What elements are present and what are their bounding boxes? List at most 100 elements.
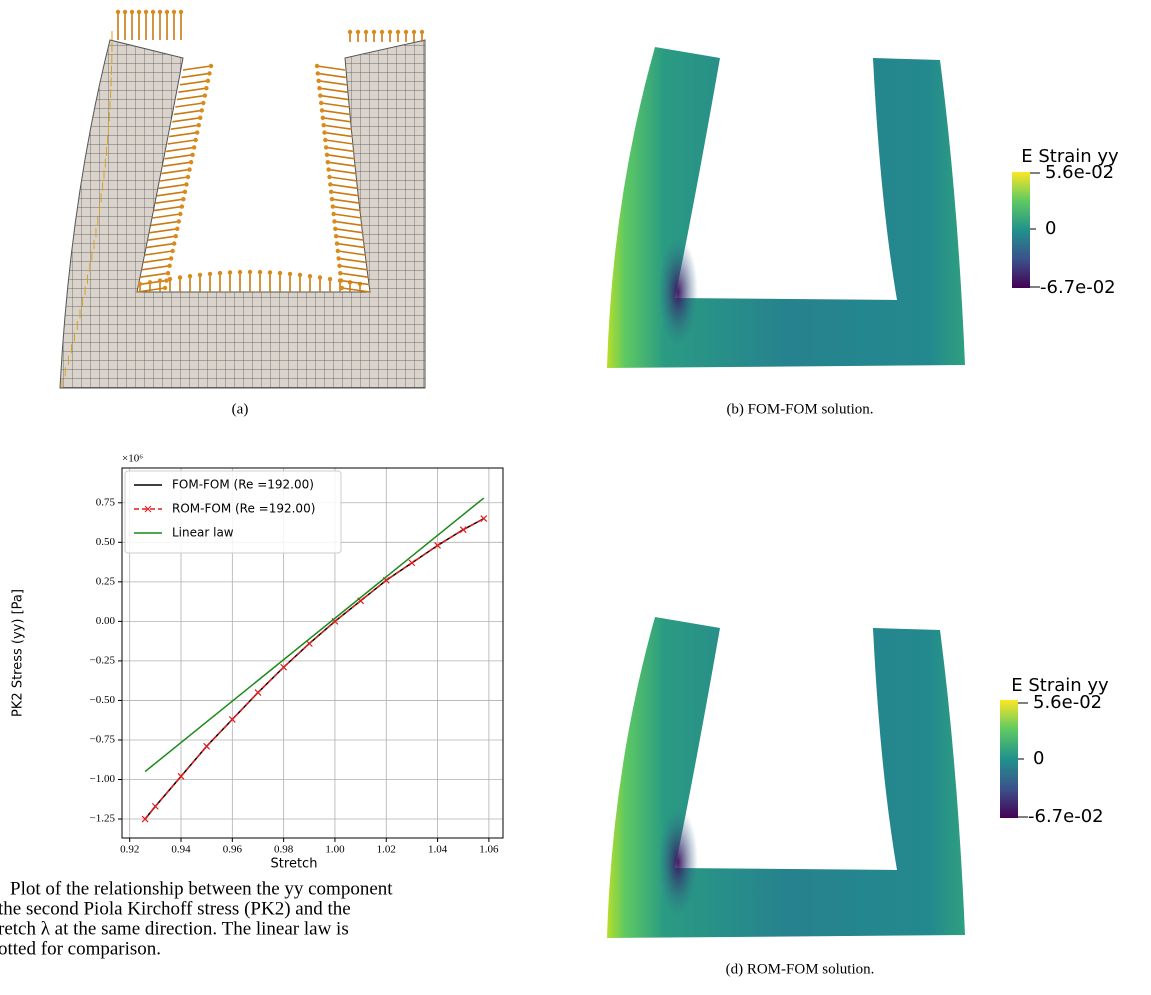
load-arrow-head: [338, 271, 343, 276]
load-arrow-head: [168, 256, 174, 261]
load-arrow: [324, 131, 353, 138]
load-arrow-head: [339, 285, 345, 291]
load-arrow-head: [175, 226, 180, 231]
load-arrow: [167, 139, 196, 145]
x-tick-label: 1.02: [377, 844, 396, 856]
load-arrow-head: [338, 278, 344, 283]
load-arrow-head: [333, 226, 338, 231]
load-arrow-head: [332, 219, 337, 224]
load-arrow: [331, 198, 361, 204]
load-arrow-head: [115, 9, 121, 15]
load-arrow-head: [419, 29, 425, 35]
caption: (d) ROM-FOM solution.: [726, 961, 875, 977]
load-arrow-head: [330, 204, 336, 209]
load-arrow: [337, 250, 366, 256]
load-arrow: [158, 183, 187, 190]
marker: [141, 815, 149, 823]
load-arrow-head: [191, 145, 197, 150]
x-tick-label: 1.04: [428, 844, 448, 856]
load-arrow-head: [336, 256, 341, 261]
y-tick-label: −1.25: [90, 813, 116, 825]
marker: [151, 802, 159, 810]
load-arrow: [150, 220, 179, 227]
load-arrow-head: [165, 271, 171, 276]
load-arrow-head: [201, 100, 206, 106]
load-arrow-head: [162, 285, 168, 291]
load-arrow: [341, 287, 371, 293]
load-arrow: [330, 183, 359, 190]
marker: [280, 663, 288, 671]
load-arrow-head: [371, 29, 377, 35]
load-arrow-head: [329, 197, 335, 202]
load-arrow-head: [184, 182, 189, 187]
load-arrow: [333, 213, 362, 219]
marker: [459, 526, 467, 534]
load-arrow-head: [237, 269, 243, 275]
load-arrow-head: [150, 9, 156, 15]
load-arrow-head: [335, 248, 341, 254]
caption: (a): [232, 401, 249, 417]
load-arrow-head: [143, 9, 149, 15]
load-arrow: [336, 242, 366, 249]
load-arrow: [138, 279, 167, 286]
load-arrow-head: [287, 271, 293, 277]
load-arrow-head: [318, 93, 323, 98]
load-arrow: [182, 65, 212, 71]
load-arrow-head: [323, 137, 328, 143]
load-arrow-head: [217, 270, 223, 276]
colorbar-ticks: [1018, 702, 1028, 818]
load-arrow-head: [328, 189, 334, 194]
load-arrow-head: [122, 9, 128, 15]
colorbar: [1012, 172, 1030, 288]
y-offset-label: ×10⁶: [122, 453, 143, 465]
load-arrow-head: [170, 248, 175, 254]
marker: [177, 772, 185, 780]
load-arrow-head: [129, 9, 135, 15]
load-arrow-head: [157, 9, 163, 15]
y-axis-label: PK2 Stress (yy) [Pa]: [11, 589, 26, 717]
load-arrow: [161, 168, 190, 175]
load-arrow-head: [328, 182, 333, 187]
colorbar-label: -6.7e-02: [1028, 806, 1104, 827]
strain-shape: [607, 47, 965, 368]
load-arrow-head: [324, 152, 330, 157]
load-arrow-head: [187, 167, 192, 172]
load-arrow-head: [207, 271, 213, 277]
load-arrow: [341, 279, 370, 286]
load-arrow-head: [202, 93, 208, 98]
legend-marker: [144, 505, 152, 513]
load-arrow-head: [176, 219, 181, 224]
x-tick-label: 0.96: [223, 844, 243, 856]
load-arrow-head: [171, 9, 177, 15]
load-arrow: [155, 198, 184, 204]
load-arrow: [318, 80, 347, 86]
x-tick-label: 0.92: [120, 844, 139, 856]
load-arrow: [327, 161, 356, 167]
marker: [203, 742, 211, 750]
y-tick-label: 0.75: [96, 496, 116, 508]
load-arrow: [178, 87, 207, 93]
strain-field: [607, 617, 965, 938]
load-arrow-head: [355, 29, 361, 35]
load-arrow-head: [208, 63, 214, 69]
load-arrow-head: [190, 152, 195, 157]
load-arrow-head: [317, 275, 323, 280]
load-arrow-head: [267, 270, 273, 275]
marker: [408, 559, 416, 567]
y-tick-label: 0.50: [96, 536, 116, 548]
load-arrow-head: [207, 71, 212, 76]
strain-field: [607, 47, 965, 368]
marker: [434, 542, 442, 549]
load-arrow: [173, 109, 202, 116]
marker: [228, 715, 236, 723]
load-arrow-head: [363, 29, 369, 35]
load-arrow-head: [199, 108, 204, 113]
load-arrow: [325, 139, 354, 145]
load-arrow: [166, 146, 195, 153]
load-arrow: [338, 257, 367, 264]
load-arrow-head: [196, 123, 201, 128]
load-arrow-head: [247, 269, 253, 275]
load-arrow-head: [177, 275, 183, 280]
colorbar-ticks: [1030, 172, 1040, 288]
